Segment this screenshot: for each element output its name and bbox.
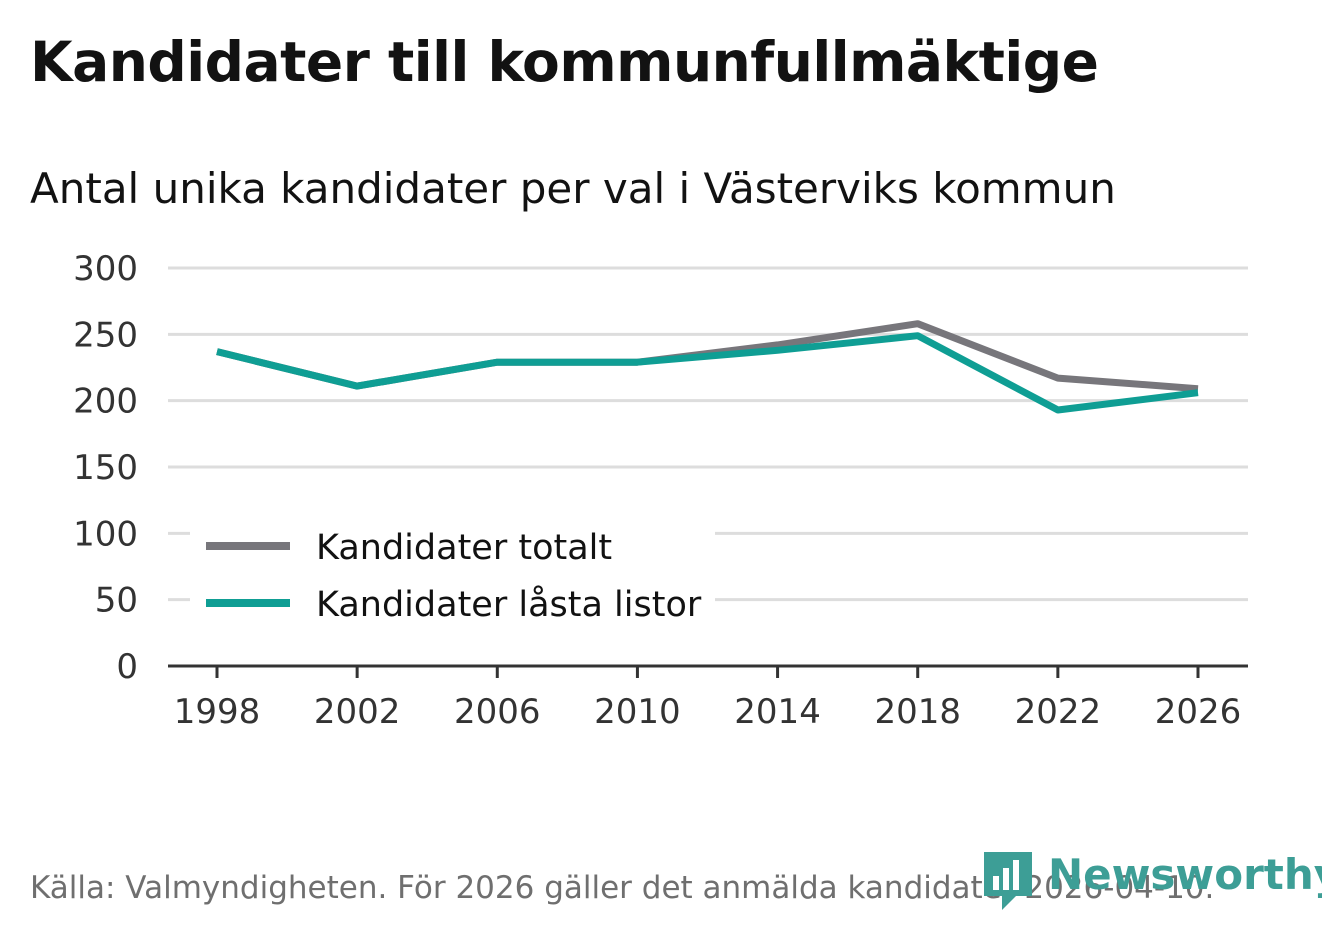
y-tick-label-250: 250 (73, 315, 138, 355)
legend-label-total: Kandidater totalt (316, 528, 612, 568)
series-layer (216, 320, 1199, 414)
line-chart: 0 50 100 150 200 250 300 1998 2002 2006 2010 2014 2… (73, 249, 1248, 732)
y-tick-label-200: 200 (73, 382, 138, 422)
y-tick-label-300: 300 (73, 249, 138, 289)
y-tick-label-100: 100 (73, 514, 138, 554)
x-tick-label-2010: 2010 (594, 692, 681, 732)
x-tick-label-2006: 2006 (454, 692, 541, 732)
legend-background (190, 512, 715, 630)
series-line-locked (216, 332, 1199, 414)
x-axis-ticks: 1998 2002 2006 2010 2014 2018 2022 2026 (174, 666, 1242, 732)
x-tick-label-2022: 2022 (1015, 692, 1102, 732)
chart-title: Kandidater till kommunfullmäktige (30, 30, 1099, 94)
y-axis-ticks: 0 50 100 150 200 250 300 (73, 249, 138, 687)
x-tick-label-2026: 2026 (1155, 692, 1242, 732)
x-tick-label-2002: 2002 (314, 692, 401, 732)
y-tick-label-0: 0 (116, 647, 138, 687)
chart-subtitle: Antal unika kandidater per val i Västerv… (30, 164, 1116, 213)
legend: Kandidater totalt Kandidater låsta listor (190, 512, 715, 630)
x-tick-label-2018: 2018 (874, 692, 961, 732)
y-tick-label-150: 150 (73, 448, 138, 488)
legend-label-locked: Kandidater låsta listor (316, 584, 702, 625)
y-tick-label-50: 50 (95, 581, 138, 621)
x-tick-label-1998: 1998 (174, 692, 261, 732)
brand-name: Newsworthy (1048, 850, 1322, 899)
x-tick-label-2014: 2014 (734, 692, 821, 732)
newsworthy-logo-icon (984, 852, 1032, 910)
brand-logo[interactable]: Newsworthy (980, 848, 1322, 912)
